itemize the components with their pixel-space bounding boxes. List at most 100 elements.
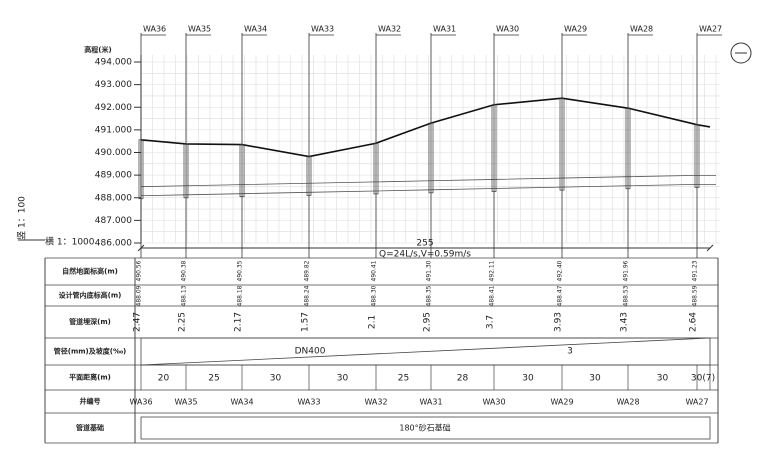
slope: 3 [567, 347, 573, 357]
invert-elevation: 488.09 [136, 285, 143, 306]
vertical-scale: 竖 1：100 [17, 196, 28, 240]
ground-elevation: 489.82 [304, 260, 311, 281]
y-tick-label: 487.000 [95, 216, 132, 226]
y-tick-label: 494.000 [95, 58, 132, 68]
dimension-tick [706, 244, 714, 252]
distance: 30 [657, 374, 669, 384]
ground-elevation: 490.56 [136, 260, 143, 281]
y-tick-label: 492.000 [95, 103, 132, 113]
depth: 2.95 [423, 312, 433, 332]
ground-elevation: 490.41 [371, 260, 378, 281]
invert-elevation: 488.30 [371, 285, 378, 306]
depth: 2.47 [133, 312, 143, 332]
invert-elevation: 488.35 [426, 285, 433, 306]
well-label: WA27 [699, 25, 722, 34]
ground-elevation: 491.30 [426, 260, 433, 281]
distance: 25 [208, 374, 219, 384]
ground-elevation: 491.23 [692, 260, 699, 281]
well-label: WA34 [244, 25, 267, 34]
row-label: 设计管内底标高(m) [59, 291, 122, 300]
well [373, 142, 379, 195]
y-tick-label: 486.000 [95, 239, 132, 249]
distance: 28 [457, 374, 469, 384]
well-label: WA31 [433, 25, 456, 34]
ground-elevation: 492.40 [557, 260, 564, 281]
distance: 30 [337, 374, 349, 384]
ground-elevation: 490.38 [181, 260, 188, 281]
depth: 1.57 [301, 312, 311, 332]
well-label: WA35 [188, 25, 211, 34]
north-symbol [730, 42, 752, 64]
y-axis-label: 高程(米) [84, 45, 111, 54]
invert-elevation: 488.18 [237, 285, 244, 306]
invert-elevation: 488.59 [692, 285, 699, 306]
row-label: 管道基础 [76, 423, 104, 432]
invert-elevation: 488.47 [557, 285, 564, 306]
well [239, 144, 245, 198]
well-label: WA32 [378, 25, 401, 34]
well [491, 104, 497, 192]
row-label: 管径(mm)及坡度(‰) [54, 347, 126, 356]
well-label: WA33 [311, 25, 334, 34]
well [694, 124, 700, 188]
y-tick-label: 488.000 [95, 193, 132, 203]
y-tick-label: 493.000 [95, 80, 132, 90]
foundation: 180°砂石基础 [399, 423, 450, 433]
invert-elevation: 488.24 [304, 285, 311, 306]
well-number: WA33 [297, 398, 320, 407]
y-tick-label: 490.000 [95, 148, 132, 158]
distance: 30 [589, 374, 601, 384]
row-label: 平面距离(m) [69, 373, 111, 382]
distance: 30 [270, 374, 282, 384]
row-label: 管道埋深(m) [69, 317, 111, 326]
well [428, 122, 434, 194]
y-tick-label: 489.000 [95, 171, 132, 181]
row-label: 自然地面标高(m) [62, 267, 118, 276]
well-label: WA36 [143, 25, 166, 34]
slope-line [140, 337, 711, 366]
well-number: WA34 [230, 398, 253, 407]
well [306, 156, 312, 196]
well-number: WA35 [174, 398, 197, 407]
distance: 20 [158, 374, 170, 384]
well-number: WA30 [482, 398, 505, 407]
well-number: WA27 [685, 398, 708, 407]
ground-elevation: 491.96 [623, 260, 630, 281]
distance: 25 [398, 374, 409, 384]
foundation-box [140, 416, 711, 440]
well-number: WA29 [550, 398, 573, 407]
well-number: WA36 [129, 398, 152, 407]
depth: 2.17 [234, 312, 244, 332]
y-tick-label: 491.000 [95, 125, 132, 135]
depth: 3.93 [554, 312, 564, 332]
pipe-size-box [140, 337, 711, 366]
well [138, 139, 144, 200]
well-number: WA28 [616, 398, 639, 407]
well [625, 107, 631, 190]
invert-elevation: 488.53 [623, 285, 630, 306]
invert-elevation: 488.13 [181, 285, 188, 306]
total-length: 255 [416, 239, 433, 249]
well-number: WA31 [419, 398, 442, 407]
ground-elevation: 492.11 [489, 260, 496, 281]
distance: 30(7) [691, 374, 715, 384]
horizontal-scale: 横 1：1000 [45, 236, 95, 248]
depth: 2.64 [689, 312, 699, 332]
distance: 30 [522, 374, 534, 384]
depth: 3.7 [486, 315, 496, 329]
depth: 3.43 [620, 312, 630, 332]
well [183, 143, 189, 199]
flow-note: Q=24L/s,V=0.59m/s [379, 250, 471, 260]
invert-elevation: 488.41 [489, 285, 496, 306]
depth: 2.25 [178, 312, 188, 332]
depth: 2.1 [368, 315, 378, 329]
well-label: WA30 [496, 25, 519, 34]
pipe-size: DN400 [295, 347, 326, 357]
well-label: WA28 [630, 25, 653, 34]
well-number: WA32 [364, 398, 387, 407]
ground-elevation: 490.35 [237, 260, 244, 281]
row-label: 井编号 [80, 397, 101, 406]
well-label: WA29 [564, 25, 587, 34]
well [559, 97, 565, 191]
